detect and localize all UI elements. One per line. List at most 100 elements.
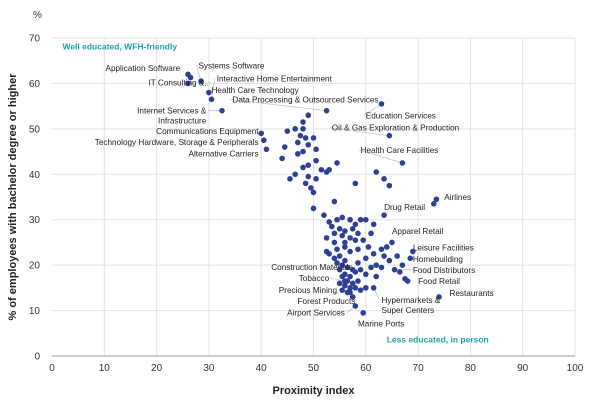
data-point xyxy=(402,276,408,282)
data-point xyxy=(324,108,330,114)
data-point xyxy=(305,112,311,118)
data-point xyxy=(371,221,377,227)
data-point xyxy=(295,151,301,157)
data-point xyxy=(360,237,366,243)
x-tick-label: 10 xyxy=(99,363,111,374)
data-point xyxy=(319,167,325,173)
data-label: Forest Products xyxy=(298,297,356,306)
data-point xyxy=(347,235,353,241)
data-label: Hypermarkets &Super Centers xyxy=(381,296,440,315)
data-point xyxy=(363,256,369,262)
data-label: Food Retail xyxy=(418,277,460,286)
data-point xyxy=(258,131,264,137)
data-point xyxy=(379,265,385,271)
data-label: Interactive Home Entertainment xyxy=(217,75,333,84)
data-point xyxy=(279,156,285,162)
data-label: Communications Equipment xyxy=(156,127,259,136)
data-point xyxy=(363,217,369,223)
data-point xyxy=(387,133,393,139)
data-point xyxy=(355,231,361,237)
data-point xyxy=(313,176,319,182)
data-point xyxy=(342,244,348,250)
data-point xyxy=(285,128,291,134)
data-point xyxy=(324,235,330,241)
data-point xyxy=(353,181,359,187)
data-label: Construction Materials xyxy=(271,263,352,272)
data-point xyxy=(392,267,398,273)
data-point xyxy=(371,285,377,291)
data-point xyxy=(339,274,345,280)
data-label: IT Consulting &.. xyxy=(149,79,209,88)
data-point xyxy=(363,285,369,291)
data-point xyxy=(303,135,309,141)
data-point xyxy=(387,183,393,189)
data-point xyxy=(394,253,400,259)
x-tick-label: 70 xyxy=(413,363,425,374)
data-point xyxy=(305,174,311,180)
data-point xyxy=(300,149,306,155)
data-point xyxy=(339,215,345,221)
data-label: Apparel Retail xyxy=(392,227,444,236)
x-axis-title: Proximity index xyxy=(273,385,356,397)
data-point xyxy=(311,206,317,212)
data-point xyxy=(368,265,374,271)
data-point xyxy=(363,271,369,277)
data-point xyxy=(350,226,356,232)
data-label: Airport Services xyxy=(287,309,345,318)
data-point xyxy=(261,137,267,143)
data-label: Data Processing & Outsourced Services xyxy=(232,96,378,105)
data-label-line: Hypermarkets & xyxy=(381,296,440,305)
data-point xyxy=(219,108,225,114)
data-point xyxy=(355,260,361,266)
y-axis-title: % of employees with bachelor degree or h… xyxy=(7,73,19,321)
data-label-line: Super Centers xyxy=(381,306,434,315)
data-point xyxy=(381,176,387,182)
data-point xyxy=(334,160,340,166)
data-point xyxy=(334,246,340,252)
data-point xyxy=(337,253,343,259)
data-label: Marine Ports xyxy=(358,319,404,328)
data-label: Tobacco xyxy=(299,274,330,283)
data-point xyxy=(300,165,306,171)
data-point xyxy=(332,240,338,246)
data-label: Drug Retail xyxy=(384,203,425,212)
data-point xyxy=(311,190,317,196)
data-label: Oil & Gas Exploration & Production xyxy=(332,124,460,133)
y-tick-label: 20 xyxy=(29,261,41,272)
x-tick-label: 30 xyxy=(203,363,215,374)
data-label: Systems Software xyxy=(198,61,264,70)
data-point xyxy=(264,147,270,153)
data-label-line: Infrastructure xyxy=(158,116,207,125)
data-point xyxy=(282,144,288,150)
quadrant-note: Less educated, in person xyxy=(387,334,489,344)
y-unit-label: % xyxy=(33,10,42,21)
data-point xyxy=(326,251,332,257)
data-point xyxy=(400,262,406,268)
data-point xyxy=(313,158,319,164)
y-tick-label: 70 xyxy=(29,34,41,45)
x-tick-label: 40 xyxy=(256,363,268,374)
data-point xyxy=(355,246,361,252)
data-point xyxy=(373,169,379,175)
data-point xyxy=(366,244,372,250)
data-label: Health Care Facilities xyxy=(361,146,439,155)
data-point xyxy=(287,176,293,182)
data-point xyxy=(292,126,298,132)
data-label: Education Services xyxy=(366,111,436,120)
data-point xyxy=(353,237,359,243)
data-label: Homebuilding xyxy=(413,255,464,264)
data-point xyxy=(311,135,317,141)
data-point xyxy=(329,224,335,230)
y-tick-label: 10 xyxy=(29,306,41,317)
data-point xyxy=(305,142,311,148)
data-point xyxy=(355,278,361,284)
data-label: Restaurants xyxy=(449,289,493,298)
data-point xyxy=(358,267,364,273)
data-point xyxy=(326,167,332,173)
data-label: Application Software xyxy=(105,64,180,73)
data-point xyxy=(295,140,301,146)
data-label: Food Distributors xyxy=(413,266,475,275)
data-point xyxy=(379,101,385,107)
data-point xyxy=(332,231,338,237)
